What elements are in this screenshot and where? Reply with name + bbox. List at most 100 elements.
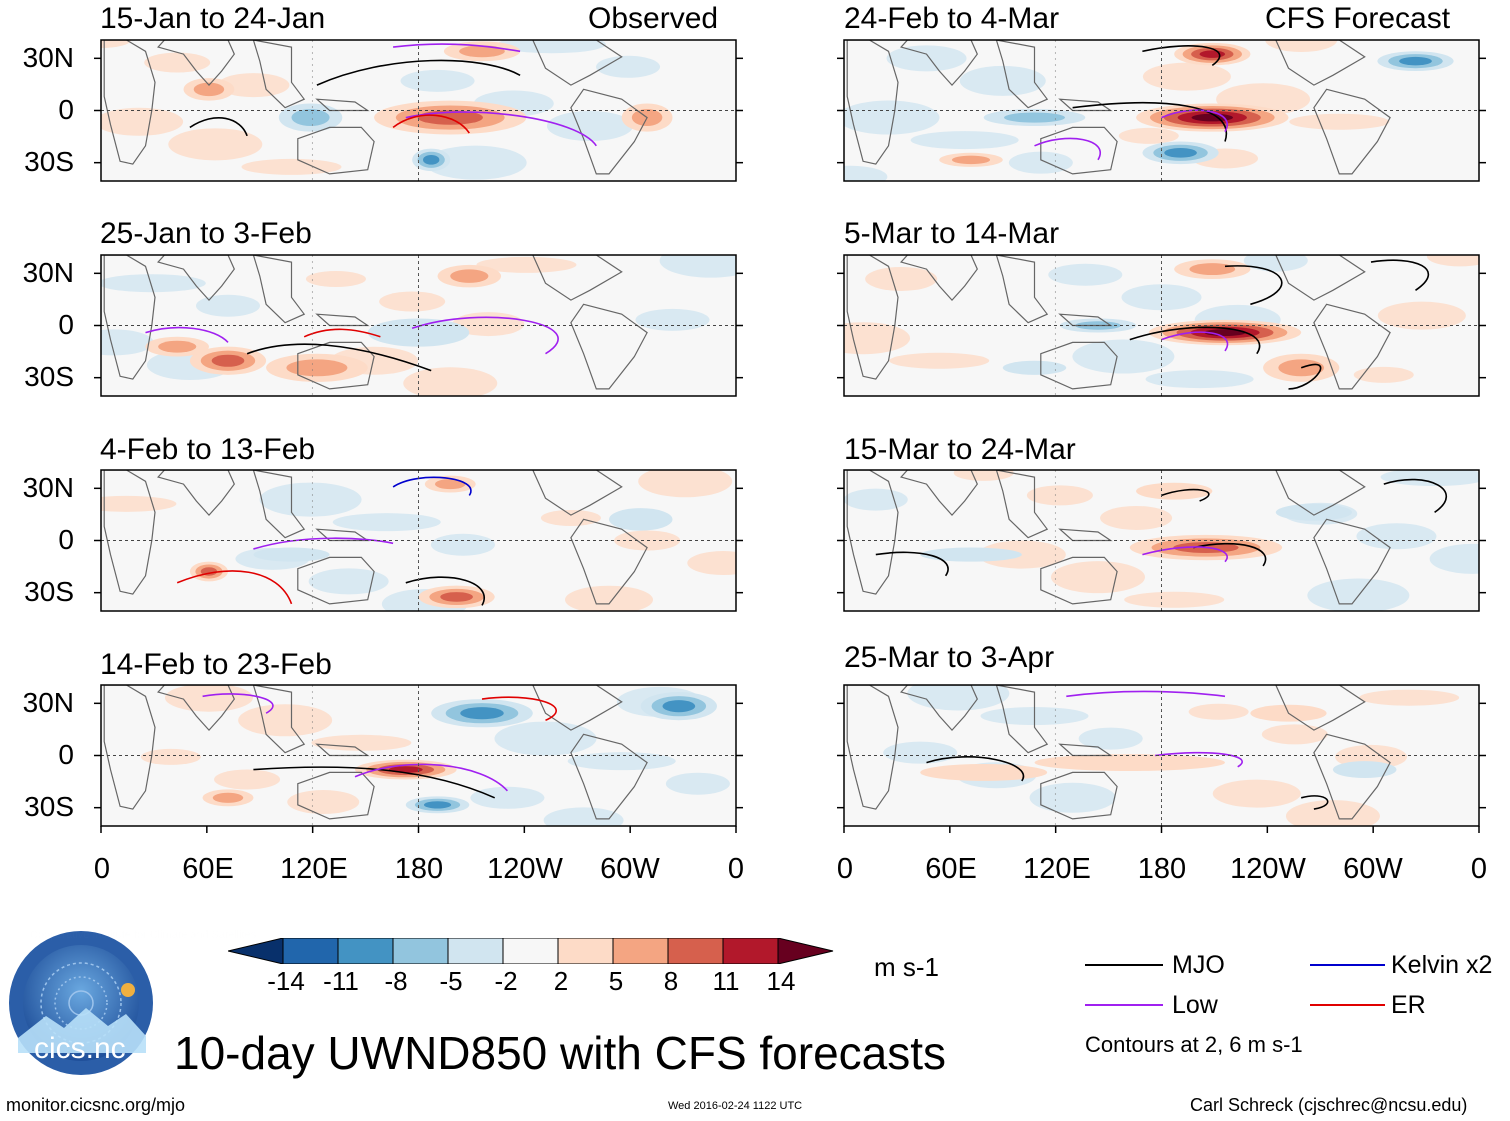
- xtick-label: 120W: [1230, 853, 1306, 885]
- anomaly-patch: [238, 704, 333, 737]
- anomaly-patch: [596, 55, 661, 78]
- map-panel-fc2: [837, 254, 1486, 397]
- anomaly-shading: [1034, 754, 1225, 772]
- anomaly-shading: [1164, 147, 1197, 158]
- footer-author: Carl Schreck (cjschrec@ncsu.edu): [1190, 1095, 1468, 1115]
- anomaly-patch: [1072, 339, 1175, 374]
- wave-contour: [1142, 546, 1228, 563]
- anomaly-shading: [423, 155, 440, 165]
- coastline: [570, 303, 648, 390]
- anomaly-patch: [635, 308, 710, 331]
- legend-low-label: Low: [1172, 991, 1218, 1019]
- anomaly-shading: [435, 479, 466, 490]
- wave-contour: [392, 114, 470, 134]
- panel-title-fc3: 15-Mar to 24-Mar: [844, 433, 1076, 466]
- anomaly-shading: [460, 707, 504, 720]
- coastline: [297, 771, 375, 820]
- map-content: [101, 40, 736, 181]
- wave-contour: [1066, 690, 1226, 698]
- coastline: [103, 40, 156, 165]
- xtick-label: 60E: [182, 853, 234, 885]
- colorbar-segment: [667, 938, 724, 964]
- anomaly-patch: [889, 352, 990, 369]
- anomaly-patch: [140, 748, 201, 765]
- anomaly-patch: [910, 131, 1019, 150]
- coastline: [1275, 470, 1366, 516]
- xtick-label: 0: [836, 853, 854, 885]
- coastline: [157, 255, 235, 301]
- colorbar-segment: [447, 938, 504, 964]
- observed-tag: Observed: [588, 2, 719, 35]
- anomaly-patch: [101, 107, 184, 136]
- anomaly-patch: [101, 40, 131, 48]
- map-content: [844, 470, 1479, 611]
- panel-title-fc2: 5-Mar to 14-Mar: [844, 217, 1060, 250]
- coastline: [1275, 255, 1366, 301]
- footer-timestamp: Wed 2016-02-24 1122 UTC: [668, 1100, 803, 1112]
- anomaly-shading: [158, 340, 197, 353]
- footer-url: monitor.cicsnc.org/mjo: [6, 1095, 186, 1115]
- anomaly-patch: [1026, 485, 1093, 506]
- wave-contour: [246, 343, 432, 372]
- anomaly-patch: [883, 741, 958, 764]
- coastline: [900, 40, 978, 86]
- anomaly-patch: [379, 291, 446, 312]
- wave-contour: [145, 326, 229, 343]
- anomaly-patch: [1285, 800, 1380, 826]
- panel-title-fc1: 24-Feb to 4-Mar: [844, 2, 1060, 35]
- anomaly-patch: [1261, 724, 1328, 745]
- map-panel-fc4: [837, 684, 1486, 833]
- anomaly-shading: [212, 792, 244, 803]
- panel-title-fc4: 25-Mar to 3-Apr: [844, 641, 1055, 674]
- anomaly-shading: [423, 801, 452, 809]
- xtick-label: 60E: [925, 853, 977, 885]
- anomaly-patch: [543, 807, 624, 826]
- wave-contour: [1300, 795, 1329, 810]
- anomaly-patch: [305, 270, 366, 287]
- map-panels: [94, 39, 1486, 833]
- coastline: [157, 470, 235, 516]
- wave-contour: [189, 117, 248, 137]
- coastline: [1040, 556, 1118, 605]
- legend-kelvin-label: Kelvin x2: [1391, 951, 1493, 979]
- anomaly-patch: [1188, 703, 1249, 720]
- coastline: [532, 255, 623, 301]
- anomaly-shading: [211, 354, 245, 367]
- coastline: [995, 40, 1049, 109]
- map-content: [101, 470, 736, 611]
- legend-mjo-label: MJO: [1172, 951, 1225, 979]
- anomaly-patch: [217, 73, 290, 98]
- anomaly-patch: [687, 551, 736, 576]
- ytick-label: 30N: [22, 687, 74, 718]
- anomaly-patch: [1377, 301, 1466, 330]
- colorbar-tick: -14: [267, 966, 305, 996]
- map-content: [844, 40, 1479, 181]
- coastline: [1313, 733, 1391, 820]
- anomaly-shading: [253, 547, 330, 562]
- coastline: [252, 470, 306, 539]
- logo-graphic: [9, 931, 153, 1075]
- ytick-label: 30N: [22, 472, 74, 503]
- anomaly-shading: [1002, 360, 1067, 375]
- map-panel-fc1: [837, 39, 1486, 182]
- colorbar-tick: 2: [553, 966, 569, 996]
- wave-contour: [392, 476, 472, 496]
- anomaly-patch: [959, 65, 1046, 96]
- xtick-label: 120E: [1023, 853, 1091, 885]
- colorbar-tick: -5: [439, 966, 463, 996]
- anomaly-patch: [430, 533, 495, 556]
- anomaly-patch: [1124, 591, 1225, 608]
- xtick-label: 180: [1137, 853, 1187, 885]
- wave-contour: [1142, 45, 1221, 67]
- anomaly-patch: [424, 145, 527, 180]
- anomaly-patch: [1429, 543, 1479, 574]
- anomaly-patch: [497, 40, 606, 54]
- anomaly-patch: [400, 69, 475, 92]
- anomaly-patch: [1212, 779, 1301, 808]
- anomaly-shading: [1275, 503, 1352, 521]
- ytick-label: 0: [58, 524, 74, 555]
- anomaly-patch: [101, 329, 154, 356]
- wave-contour: [1383, 478, 1448, 513]
- xtick-label: 0: [93, 853, 111, 885]
- colorbar-segment: [777, 938, 834, 964]
